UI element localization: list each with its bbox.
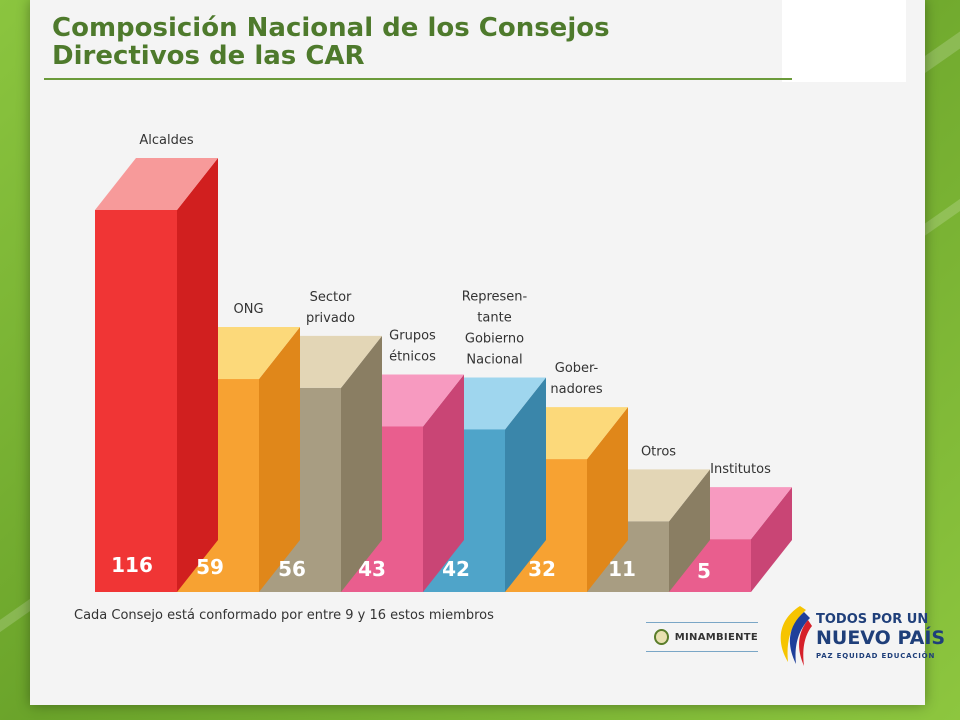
bar-top: [95, 158, 218, 210]
bar-side: [423, 374, 464, 592]
value-label: 11: [608, 557, 636, 581]
bar-group: [95, 158, 218, 592]
category-label: Gober-nadores: [550, 361, 602, 397]
category-label: Sector privado: [306, 290, 355, 326]
bar-side: [177, 158, 218, 592]
bar-side: [669, 469, 710, 592]
colombia-seal-icon: [654, 629, 669, 645]
minambiente-logo-text: MINAMBIENTE: [674, 631, 758, 643]
colombia-flag-swoosh-icon: [780, 606, 812, 666]
value-label: 59: [196, 555, 224, 579]
value-label: 43: [358, 557, 386, 581]
corner-box: [782, 0, 906, 82]
footnote: Cada Consejo está conformado por entre 9…: [74, 608, 494, 623]
logo-line-2: NUEVO PAÍS: [816, 627, 946, 649]
logo-line-3: PAZ EQUIDAD EDUCACIÓN: [816, 652, 936, 660]
value-label: 5: [697, 559, 711, 583]
value-label: 116: [111, 553, 153, 577]
minambiente-logo: MINAMBIENTE: [646, 622, 758, 652]
bar: [95, 210, 177, 592]
category-label: Institutos: [710, 462, 771, 477]
category-label: Represen-tante Gobierno Nacional: [462, 289, 528, 367]
bar-side: [259, 327, 300, 592]
bar-side: [587, 407, 628, 592]
value-label: 56: [278, 557, 306, 581]
bar-side: [505, 377, 546, 592]
title-divider: [44, 78, 792, 80]
logo-line-1: TODOS POR UN: [816, 612, 929, 627]
value-label: 32: [528, 557, 556, 581]
category-label: Grupos étnicos: [389, 328, 436, 364]
bar-side: [341, 335, 382, 592]
bar-side: [751, 487, 792, 592]
value-label: 42: [442, 557, 470, 581]
todos-por-un-nuevo-pais-logo: TODOS POR UN NUEVO PAÍS PAZ EQUIDAD EDUC…: [770, 600, 945, 670]
page-title: Composición Nacional de los Consejos Dir…: [52, 13, 610, 71]
category-label: ONG: [233, 302, 263, 317]
category-label: Otros: [641, 444, 676, 459]
category-label: Alcaldes: [139, 133, 193, 148]
